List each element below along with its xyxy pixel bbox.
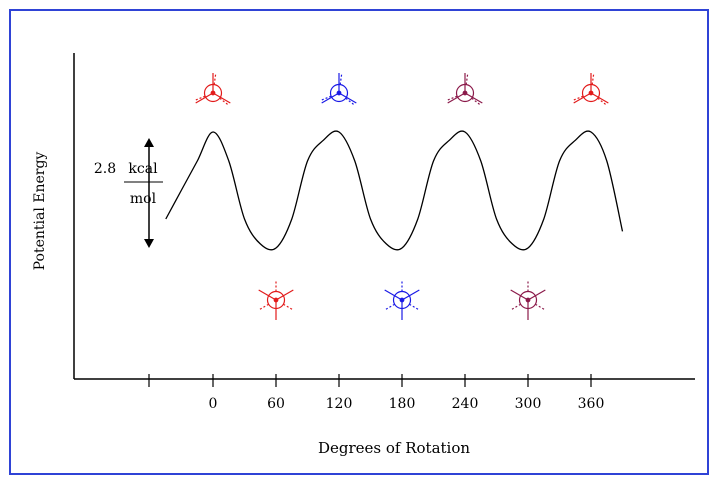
- newman-staggered-180: [384, 281, 420, 320]
- front-bond-2: [195, 92, 214, 104]
- front-carbon: [210, 90, 216, 96]
- front-carbon: [273, 297, 279, 303]
- barrier-arrowhead-up: [144, 137, 154, 147]
- x-ticks: 0 60 120 180 240 300 360: [148, 374, 605, 412]
- x-axis-label: Degrees of Rotation: [318, 439, 470, 457]
- barrier-arrowhead-down: [144, 239, 154, 248]
- front-carbon: [336, 90, 342, 96]
- front-bond-1: [258, 289, 277, 301]
- front-bond-2: [275, 289, 294, 301]
- front-bond-2: [321, 92, 340, 104]
- front-bond-2: [401, 289, 420, 301]
- front-bond-1: [212, 92, 231, 104]
- newman-eclipsed-120: [321, 73, 357, 106]
- newman-staggered-300: [510, 281, 546, 320]
- newman-staggered-60: [258, 281, 294, 320]
- back-bond-2: [385, 303, 395, 311]
- back-bond-1: [219, 97, 229, 106]
- back-bond-0: [213, 74, 217, 85]
- front-carbon: [588, 90, 594, 96]
- x-tick-label-60: 60: [267, 396, 285, 412]
- x-tick-label-120: 120: [326, 396, 353, 412]
- front-carbon: [399, 297, 405, 303]
- back-bond-2: [573, 95, 584, 101]
- front-carbon: [462, 90, 468, 96]
- back-bond-0: [591, 74, 595, 85]
- front-bond-1: [590, 92, 609, 104]
- back-bond-2: [447, 95, 458, 101]
- back-bond-0: [339, 74, 343, 85]
- front-bond-1: [384, 289, 403, 301]
- x-tick-label-360: 360: [578, 396, 605, 412]
- back-bond-1: [409, 303, 419, 311]
- energy-curve: [165, 130, 624, 251]
- front-bond-1: [510, 289, 529, 301]
- x-tick-label-240: 240: [452, 396, 479, 412]
- barrier-unit-bottom: mol: [130, 191, 157, 207]
- front-bond-1: [338, 92, 357, 104]
- front-bond-2: [573, 92, 592, 104]
- x-tick-label-300: 300: [515, 396, 542, 412]
- barrier-unit-top: kcal: [128, 161, 158, 177]
- back-bond-2: [511, 303, 521, 311]
- back-bond-2: [195, 95, 206, 101]
- back-bond-1: [471, 97, 481, 106]
- back-bond-1: [283, 303, 293, 311]
- front-carbon: [525, 297, 531, 303]
- energy-rotation-chart: 0 60 120 180 240 300 360 2.8 kcal mol Potentia…: [32, 53, 695, 457]
- front-bond-1: [464, 92, 483, 104]
- back-bond-2: [259, 303, 269, 311]
- newman-eclipsed-0: [195, 73, 231, 106]
- back-bond-1: [535, 303, 545, 311]
- y-axis-label: Potential Energy: [32, 152, 48, 271]
- conformers: [195, 73, 609, 320]
- x-tick-label-180: 180: [389, 396, 416, 412]
- barrier-annotation: 2.8 kcal mol: [94, 137, 163, 248]
- x-tick-label-0: 0: [209, 396, 218, 412]
- back-bond-0: [465, 74, 469, 85]
- newman-eclipsed-360: [573, 73, 609, 106]
- back-bond-1: [597, 97, 607, 106]
- barrier-value: 2.8: [94, 161, 116, 177]
- front-bond-2: [447, 92, 466, 104]
- back-bond-1: [345, 97, 355, 106]
- chart-frame: 0 60 120 180 240 300 360 2.8 kcal mol Potentia…: [9, 9, 709, 475]
- front-bond-2: [527, 289, 546, 301]
- newman-eclipsed-240: [447, 73, 483, 106]
- back-bond-2: [321, 95, 332, 101]
